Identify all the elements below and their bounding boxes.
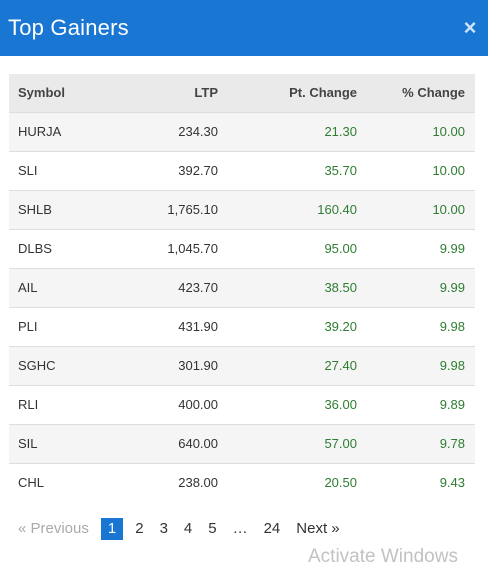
- modal-header: Top Gainers ×: [0, 0, 488, 56]
- cell-pct-change: 9.99: [439, 241, 465, 256]
- table-row: SHLB 1,765.10 160.40 10.00: [9, 190, 475, 229]
- table-row: SLI 392.70 35.70 10.00: [9, 151, 475, 190]
- cell-pt-change: 38.50: [324, 280, 357, 295]
- page-button-2[interactable]: 2: [135, 520, 144, 537]
- cell-pct-change: 10.00: [432, 163, 465, 178]
- cell-symbol: HURJA: [18, 124, 62, 139]
- table-row: RLI 400.00 36.00 9.89: [9, 385, 475, 424]
- table-row: AIL 423.70 38.50 9.99: [9, 268, 475, 307]
- cell-symbol: SGHC: [18, 358, 56, 373]
- cell-symbol: CHL: [18, 475, 45, 491]
- page-button-3[interactable]: 3: [159, 520, 168, 537]
- cell-pct-change: 9.43: [439, 475, 465, 491]
- cell-pct-change: 9.99: [439, 280, 465, 295]
- cell-symbol: SHLB: [18, 202, 52, 217]
- cell-symbol: PLI: [18, 319, 38, 334]
- column-header-pt-change[interactable]: Pt. Change: [289, 85, 357, 101]
- cell-pt-change: 20.50: [324, 475, 357, 491]
- table-row: HURJA 234.30 21.30 10.00: [9, 112, 475, 151]
- cell-pct-change: 9.89: [439, 397, 465, 412]
- cell-symbol: SLI: [18, 163, 38, 178]
- column-header-ltp[interactable]: LTP: [194, 85, 218, 101]
- gainers-table: Symbol LTP Pt. Change % Change HURJA 234…: [9, 74, 475, 502]
- close-icon[interactable]: ×: [463, 15, 477, 40]
- cell-ltp: 301.90: [178, 358, 218, 373]
- table-row: CHL 238.00 20.50 9.43: [9, 463, 475, 502]
- cell-symbol: RLI: [18, 397, 39, 412]
- cell-ltp: 431.90: [178, 319, 218, 334]
- cell-pt-change: 21.30: [324, 124, 357, 139]
- pagination-ellipsis: …: [232, 520, 248, 537]
- cell-pt-change: 57.00: [324, 436, 357, 451]
- cell-ltp: 640.00: [178, 436, 218, 451]
- cell-pt-change: 160.40: [317, 202, 357, 217]
- page-button-1[interactable]: 1: [100, 518, 124, 540]
- next-page-button[interactable]: Next »: [296, 520, 340, 537]
- cell-pct-change: 10.00: [432, 124, 465, 139]
- cell-ltp: 1,765.10: [167, 202, 218, 217]
- pagination: « Previous 1 2 3 4 5 … 24 Next »: [10, 518, 348, 540]
- cell-ltp: 423.70: [178, 280, 218, 295]
- cell-ltp: 392.70: [178, 163, 218, 178]
- cell-pt-change: 35.70: [324, 163, 357, 178]
- cell-symbol: AIL: [18, 280, 38, 295]
- table-row: SGHC 301.90 27.40 9.98: [9, 346, 475, 385]
- cell-pt-change: 36.00: [324, 397, 357, 412]
- page-button-4[interactable]: 4: [183, 520, 193, 537]
- column-header-symbol[interactable]: Symbol: [18, 85, 65, 101]
- cell-ltp: 238.00: [178, 475, 218, 491]
- previous-page-button: « Previous: [18, 520, 89, 537]
- table-row: SIL 640.00 57.00 9.78: [9, 424, 475, 463]
- gainers-table-container: Symbol LTP Pt. Change % Change HURJA 234…: [9, 74, 475, 502]
- cell-pct-change: 10.00: [432, 202, 465, 217]
- cell-pt-change: 39.20: [324, 319, 357, 334]
- cell-pt-change: 95.00: [324, 241, 357, 256]
- cell-pct-change: 9.98: [439, 319, 465, 334]
- cell-ltp: 1,045.70: [167, 241, 218, 256]
- cell-ltp: 400.00: [178, 397, 218, 412]
- table-row: DLBS 1,045.70 95.00 9.99: [9, 229, 475, 268]
- table-header-row: Symbol LTP Pt. Change % Change: [9, 74, 475, 112]
- cell-pct-change: 9.78: [439, 436, 465, 451]
- column-header-pct-change[interactable]: % Change: [402, 85, 465, 101]
- cell-symbol: DLBS: [18, 241, 52, 256]
- cell-pt-change: 27.40: [324, 358, 357, 373]
- activate-windows-watermark: Activate Windows: [308, 546, 458, 567]
- page-button-5[interactable]: 5: [208, 520, 217, 537]
- modal-title: Top Gainers: [8, 15, 129, 40]
- cell-ltp: 234.30: [178, 124, 218, 139]
- table-row: PLI 431.90 39.20 9.98: [9, 307, 475, 346]
- cell-pct-change: 9.98: [439, 358, 465, 373]
- page-button-last[interactable]: 24: [263, 520, 281, 537]
- cell-symbol: SIL: [18, 436, 38, 451]
